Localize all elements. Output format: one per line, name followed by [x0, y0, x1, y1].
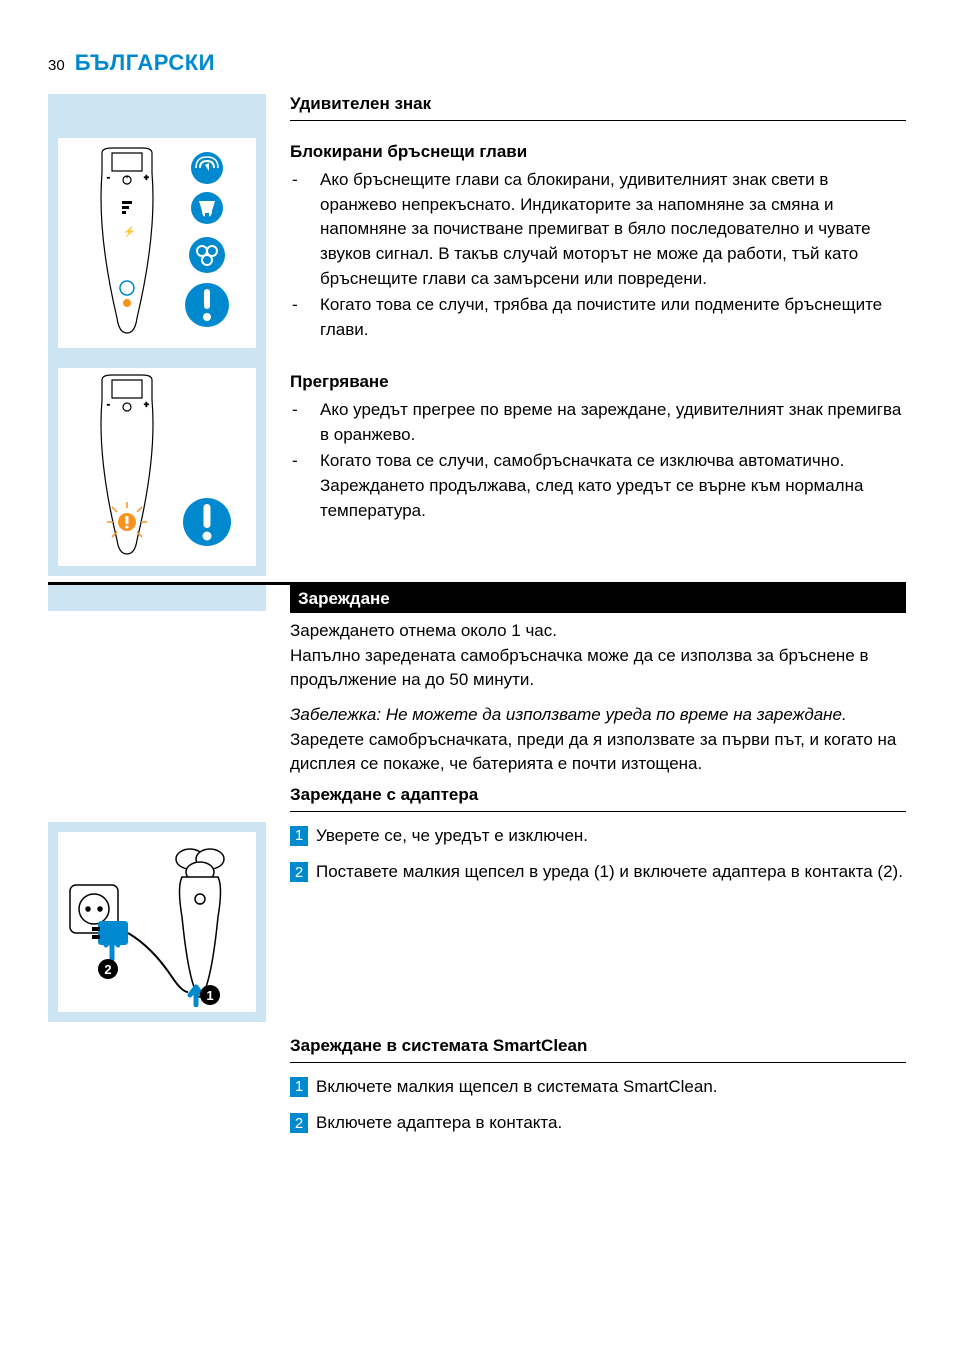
- list-item: 1Уверете се, че уредът е изключен.: [290, 824, 906, 849]
- subsection-smartclean-body: 1Включете малкия щепсел в системата Smar…: [48, 1065, 906, 1148]
- step-number-badge: 1: [290, 826, 308, 846]
- blue-strip: [48, 585, 266, 611]
- bullet-list: -Ако уредът прегрее по време на зареждан…: [290, 398, 906, 523]
- shaver-overheat-icon: - +: [62, 372, 252, 562]
- sub-heading: Зареждане в системата SmartClean: [290, 1036, 906, 1063]
- svg-text:+: +: [144, 400, 149, 409]
- list-item: -Когато това се случи, трябва да почисти…: [290, 293, 906, 342]
- shaver-blocked-icon: - + ⚡: [62, 143, 252, 343]
- list-item: 1Включете малкия щепсел в системата Smar…: [290, 1075, 906, 1100]
- svg-text:+: +: [144, 173, 149, 182]
- subsection-adapter-heading: Зареждане с адаптера: [48, 777, 906, 814]
- subsection-overheat: - +: [48, 358, 906, 576]
- subsection-smartclean-heading: Зареждане в системата SmartClean: [48, 1022, 906, 1065]
- svg-text:1: 1: [206, 988, 213, 1003]
- numbered-list: 1Включете малкия щепсел в системата Smar…: [290, 1075, 906, 1136]
- page-number: 30: [48, 57, 65, 74]
- section-exclamation: Удивителен знак: [48, 94, 906, 128]
- subsection-blocked-heads: - + ⚡: [48, 128, 906, 358]
- section-charging-header: Зареждане: [48, 582, 906, 613]
- numbered-list: 1Уверете се, че уредът е изключен. 2Пост…: [290, 824, 906, 885]
- section-heading: Удивителен знак: [290, 94, 906, 121]
- list-item: -Ако бръснещите глави са блокирани, удив…: [290, 168, 906, 291]
- language-label: БЪЛГАРСКИ: [75, 50, 215, 76]
- bullet-list: -Ако бръснещите глави са блокирани, удив…: [290, 168, 906, 342]
- sub-heading: Прегряване: [290, 372, 906, 392]
- paragraph: Зареждането отнема около 1 час.: [290, 619, 906, 644]
- sub-heading: Блокирани бръснещи глави: [290, 142, 906, 162]
- svg-text:⚡: ⚡: [123, 225, 135, 238]
- adapter-plug-icon: 2 1: [62, 837, 252, 1007]
- list-item: -Когато това се случи, самобръсначката с…: [290, 449, 906, 523]
- step-number-badge: 2: [290, 862, 308, 882]
- list-item: -Ако уредът прегрее по време на зареждан…: [290, 398, 906, 447]
- illustration-blocked: - + ⚡: [48, 128, 266, 358]
- illustration-overheat: - +: [48, 358, 266, 576]
- step-number-badge: 1: [290, 1077, 308, 1097]
- note-text: Забележка: Не можете да използвате уреда…: [290, 703, 906, 728]
- section-heading-black: Зареждане: [290, 585, 906, 613]
- manual-page: 30 БЪЛГАРСКИ Удивителен знак -: [0, 0, 954, 1188]
- subsection-adapter-body: 2 1 1Уверете се, че уредът е изключен. 2…: [48, 814, 906, 1022]
- paragraph: Напълно заредената самобръсначка може да…: [290, 644, 906, 693]
- sub-heading: Зареждане с адаптера: [290, 785, 906, 812]
- list-item: 2Поставете малкия щепсел в уреда (1) и в…: [290, 860, 906, 885]
- paragraph: Заредете самобръсначката, преди да я изп…: [290, 728, 906, 777]
- step-number-badge: 2: [290, 1113, 308, 1133]
- svg-text:-: -: [107, 173, 110, 182]
- illustration-adapter: 2 1: [48, 822, 266, 1022]
- svg-text:2: 2: [104, 962, 111, 977]
- list-item: 2Включете адаптера в контакта.: [290, 1111, 906, 1136]
- blue-strip: [48, 94, 266, 128]
- svg-text:-: -: [107, 400, 110, 409]
- page-header: 30 БЪЛГАРСКИ: [48, 50, 906, 76]
- section-charging-body: Зареждането отнема около 1 час. Напълно …: [48, 613, 906, 777]
